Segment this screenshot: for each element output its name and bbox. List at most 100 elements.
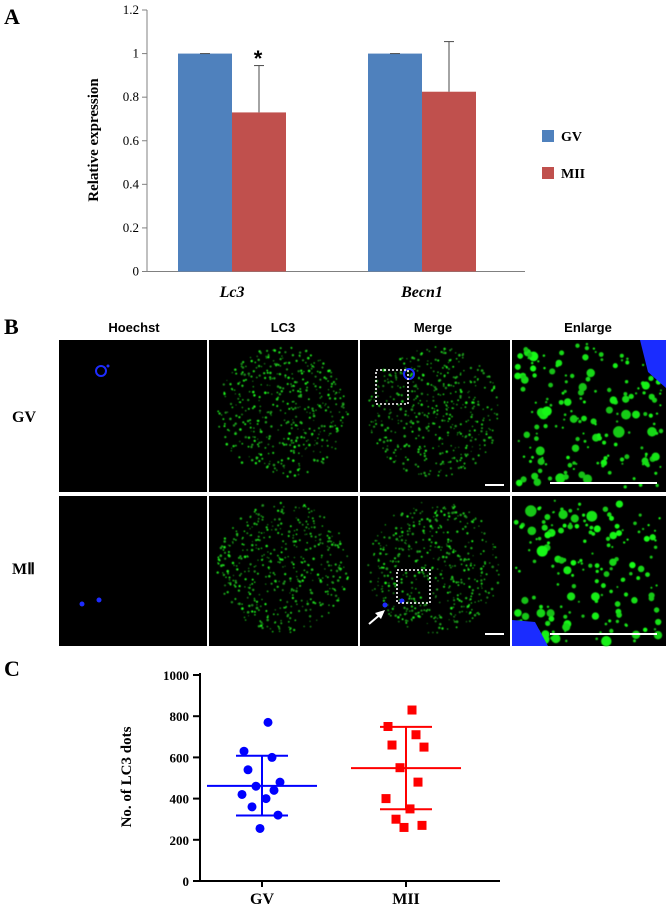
- lc3-punctum: [302, 557, 305, 560]
- lc3-punctum: [328, 540, 331, 542]
- lc3-punctum: [297, 444, 301, 447]
- column-header-hoechst: Hoechst: [108, 320, 160, 335]
- lc3-punctum: [243, 611, 245, 613]
- lc3-punctum: [312, 579, 314, 581]
- lc3-punctum: [324, 568, 326, 570]
- lc3-punctum: [237, 397, 240, 400]
- lc3-punctum: [435, 595, 437, 597]
- lc3-punctum: [327, 548, 330, 551]
- lc3-punctum: [415, 415, 418, 418]
- lc3-punctum: [477, 613, 481, 616]
- lc3-punctum: [463, 370, 465, 372]
- lc3-punctum: [233, 538, 235, 541]
- lc3-punctum: [388, 373, 392, 377]
- lc3-punctum: [223, 545, 226, 549]
- lc3-punctum: [429, 524, 433, 528]
- lc3-punctum: [231, 406, 234, 409]
- lc3-punctum-enlarged: [620, 359, 624, 362]
- lc3-punctum: [436, 546, 439, 548]
- lc3-punctum: [313, 522, 315, 525]
- lc3-punctum: [415, 397, 417, 400]
- lc3-punctum: [265, 526, 268, 529]
- lc3-punctum: [453, 620, 456, 623]
- lc3-punctum: [222, 572, 224, 574]
- lc3-punctum: [400, 448, 402, 450]
- lc3-punctum: [462, 465, 464, 468]
- lc3-punctum: [426, 622, 428, 625]
- lc3-punctum: [492, 548, 494, 550]
- lc3-punctum: [410, 581, 414, 584]
- lc3-punctum: [305, 349, 308, 352]
- lc3-punctum: [389, 560, 392, 562]
- lc3-punctum: [448, 515, 451, 518]
- lc3-punctum: [479, 448, 481, 450]
- lc3-punctum: [272, 403, 275, 406]
- lc3-punctum-enlarged: [561, 391, 565, 395]
- lc3-punctum: [258, 453, 260, 455]
- lc3-punctum: [437, 558, 440, 561]
- lc3-punctum: [336, 579, 340, 582]
- lc3-punctum: [255, 606, 259, 610]
- lc3-punctum: [253, 599, 256, 602]
- lc3-punctum: [243, 616, 246, 619]
- lc3-punctum: [277, 363, 280, 366]
- lc3-punctum: [423, 445, 426, 448]
- lc3-punctum: [428, 422, 430, 425]
- lc3-punctum: [403, 606, 406, 610]
- lc3-punctum-enlarged: [568, 611, 572, 614]
- lc3-punctum: [428, 519, 432, 522]
- lc3-punctum: [236, 568, 239, 571]
- lc3-punctum: [377, 414, 381, 418]
- panel-c-y-tick-label: 1000: [163, 668, 189, 683]
- lc3-punctum: [443, 347, 446, 351]
- lc3-punctum: [290, 423, 293, 426]
- lc3-punctum: [482, 565, 485, 568]
- lc3-punctum: [273, 548, 276, 551]
- lc3-punctum: [413, 597, 415, 600]
- lc3-punctum: [400, 547, 403, 550]
- lc3-punctum: [307, 523, 309, 526]
- point-gv: [255, 823, 265, 833]
- lc3-punctum: [453, 603, 456, 605]
- lc3-punctum: [383, 562, 386, 566]
- lc3-punctum: [279, 373, 282, 376]
- lc3-punctum: [308, 527, 310, 530]
- lc3-punctum: [285, 611, 287, 614]
- lc3-punctum: [246, 532, 249, 535]
- lc3-punctum: [477, 400, 480, 403]
- lc3-punctum: [254, 361, 257, 364]
- lc3-punctum-enlarged: [629, 571, 633, 576]
- column-header-lc3: LC3: [271, 320, 296, 335]
- lc3-punctum: [457, 382, 460, 385]
- lc3-punctum-enlarged: [609, 515, 614, 521]
- lc3-punctum: [307, 406, 310, 409]
- lc3-punctum: [420, 403, 423, 407]
- lc3-punctum: [336, 544, 339, 547]
- lc3-punctum: [222, 573, 226, 577]
- lc3-punctum: [447, 407, 449, 409]
- lc3-punctum: [243, 543, 245, 546]
- lc3-punctum: [294, 424, 297, 427]
- lc3-punctum: [266, 625, 269, 628]
- lc3-punctum: [422, 436, 425, 439]
- lc3-punctum: [455, 357, 458, 360]
- lc3-punctum: [447, 538, 450, 541]
- lc3-punctum: [381, 420, 383, 422]
- lc3-punctum: [407, 415, 409, 417]
- lc3-punctum: [244, 409, 247, 412]
- lc3-punctum: [429, 549, 431, 551]
- lc3-punctum: [321, 445, 323, 447]
- lc3-punctum: [470, 411, 472, 413]
- lc3-punctum: [273, 362, 276, 365]
- lc3-punctum: [273, 505, 275, 508]
- lc3-punctum-enlarged: [585, 376, 591, 382]
- lc3-punctum: [327, 540, 330, 543]
- lc3-punctum: [292, 421, 295, 424]
- lc3-punctum: [404, 571, 408, 575]
- lc3-punctum: [334, 543, 337, 547]
- lc3-punctum: [250, 445, 253, 449]
- lc3-punctum: [277, 524, 280, 527]
- lc3-punctum: [460, 563, 463, 566]
- lc3-punctum-enlarged: [582, 432, 585, 435]
- lc3-punctum: [432, 447, 434, 449]
